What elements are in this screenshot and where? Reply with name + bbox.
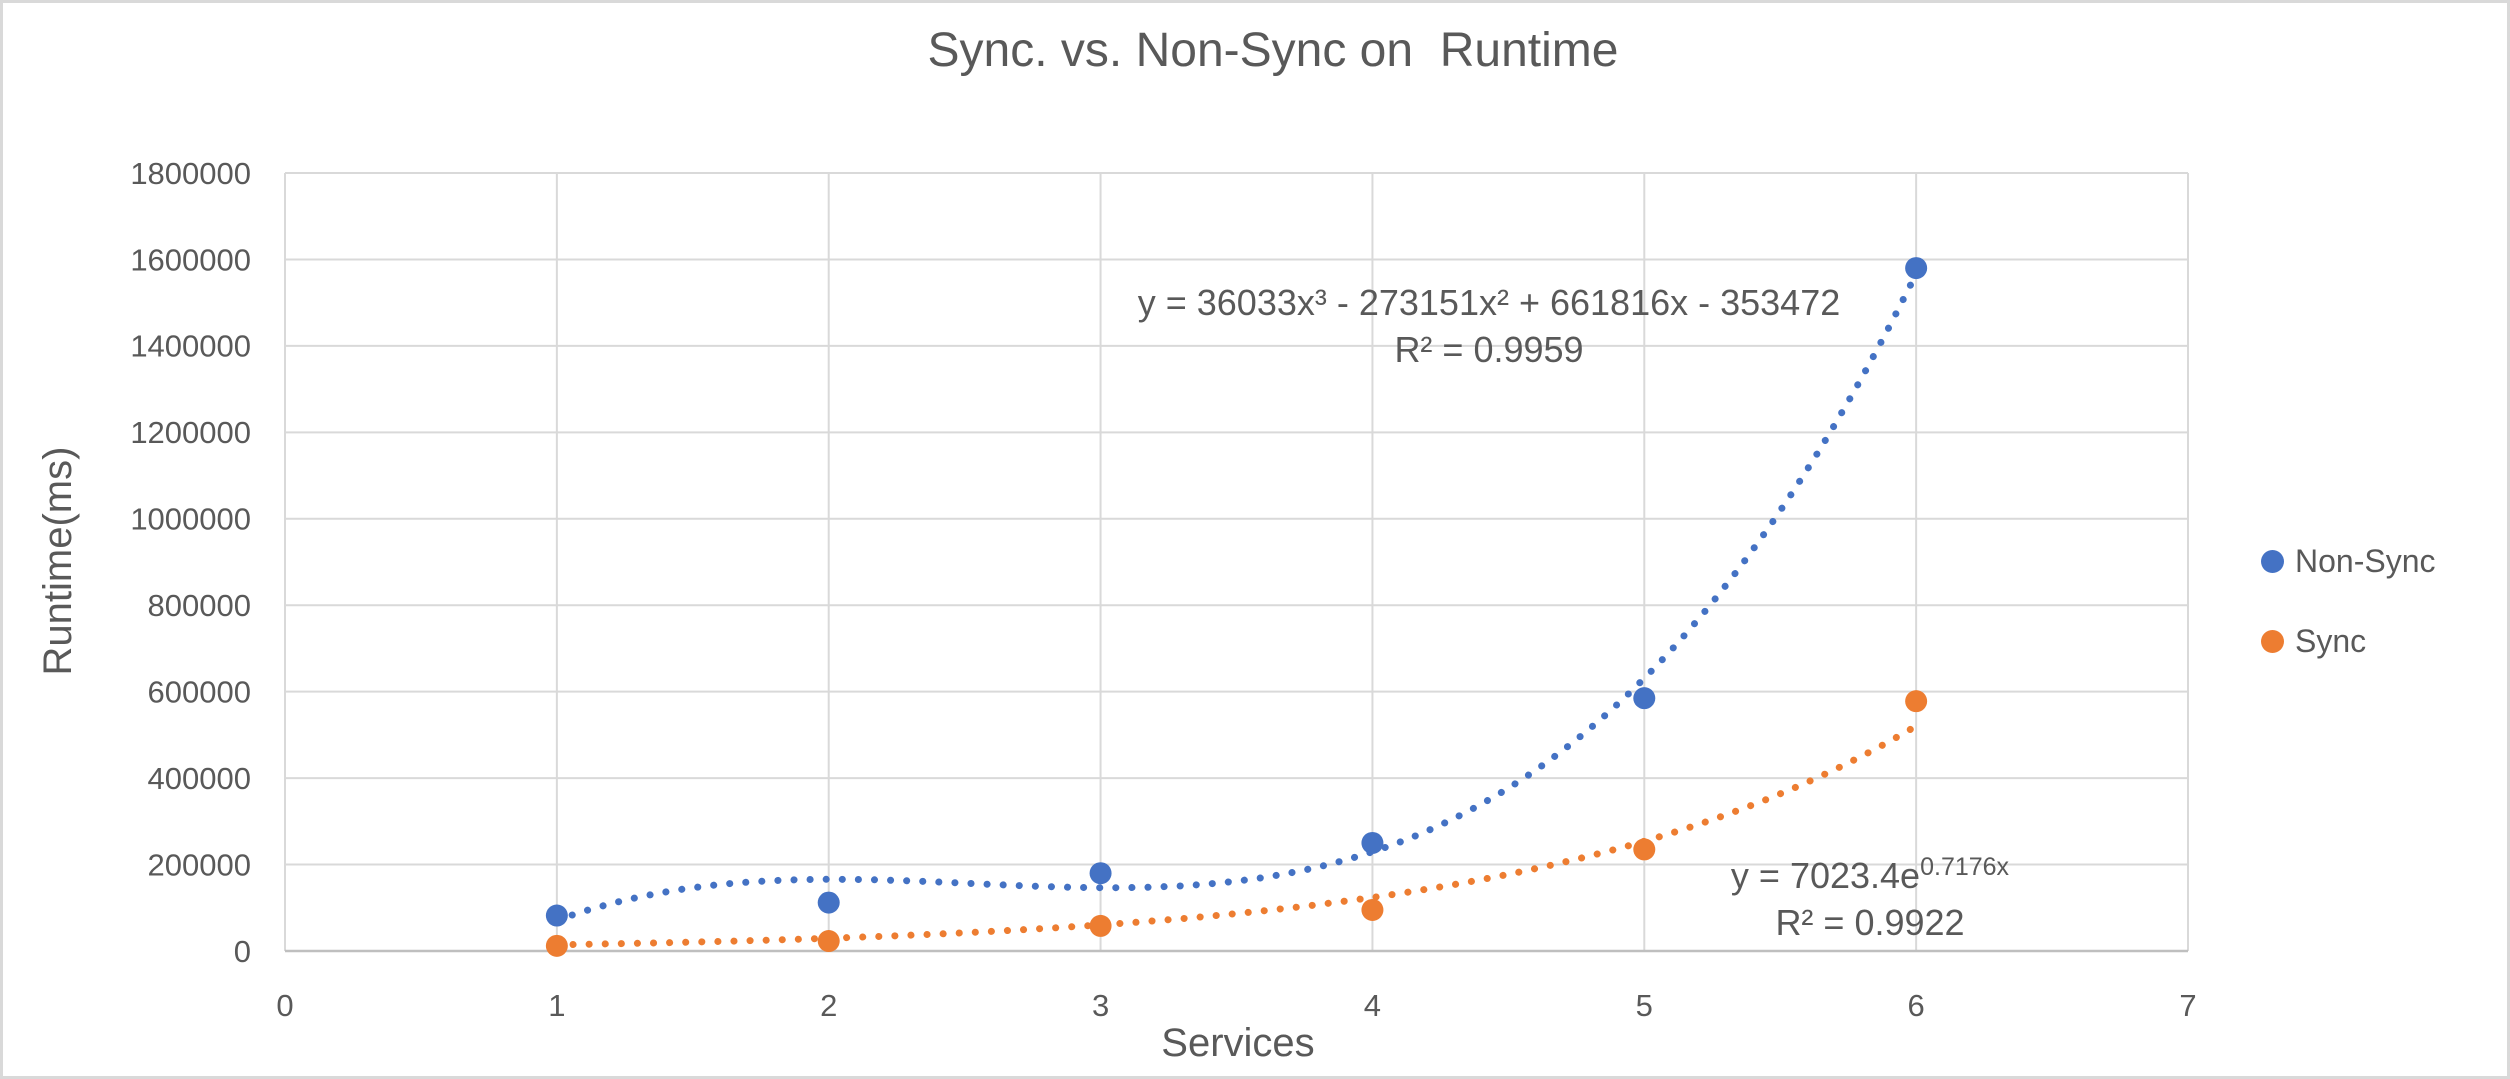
sync-trendline-equation: y = 7023.4e0.7176x [1730,853,2010,897]
legend-label-sync: Sync [2295,622,2367,659]
y-axis-tick-label: 400000 [148,761,251,796]
non-sync-data-point [817,891,840,914]
plot-area: 0 200000 400000 600000 800000 1000000 1200000 1… [130,156,2196,1023]
legend-label-non-sync: Non-Sync [2295,542,2436,579]
sync-trendline-r2: R² = 0.9922 [1775,902,1965,943]
x-axis-tick-label: 6 [1908,988,1925,1023]
x-axis-tick-label: 1 [548,988,565,1023]
non-sync-trendline-r2: R² = 0.9959 [1394,329,1584,370]
x-axis-tick-label: 2 [820,988,837,1023]
sync-legend-marker-icon [2261,629,2284,653]
legend-item-non-sync: Non-Sync [2261,537,2436,585]
non-sync-trendline-equation: y = 36033x³ - 273151x² + 661816x - 35347… [1137,282,1841,323]
x-axis-tick-label: 4 [1364,988,1381,1023]
non-sync-data-point [1089,862,1112,885]
y-axis-tick-label: 200000 [148,847,251,882]
x-axis-title: Services [1161,1021,1315,1065]
chart-title: Sync. vs. Non-Sync on Runtime [927,24,1619,77]
y-axis-tick-label: 1200000 [130,415,251,450]
non-sync-legend-marker-icon [2261,549,2284,573]
legend-item-sync: Sync [2261,617,2436,665]
sync-trendline-exponent: 0.7176x [1920,853,2010,881]
non-sync-data-point [1633,687,1656,710]
sync-trendline-label: y = 7023.4e0.7176x R² = 0.9922 [1570,852,2170,946]
sync-data-point [1905,690,1928,713]
x-axis-tick-label: 5 [1636,988,1653,1023]
sync-data-point [545,934,568,957]
sync-trendline [553,722,1920,949]
y-axis-tick-label: 600000 [148,675,251,710]
x-axis-tick-label: 7 [2179,988,2196,1023]
sync-data-point [1633,838,1656,861]
y-axis-tick-label: 0 [234,934,251,969]
y-axis-tick-label: 1000000 [130,502,251,537]
y-axis-title: Runtime(ms) [36,446,80,676]
x-axis-tick-label: 3 [1092,988,1109,1023]
y-axis-tick-label: 1600000 [130,242,251,277]
non-sync-data-point [1361,831,1384,854]
sync-data-point [1361,898,1384,921]
y-axis-tick-label: 1800000 [130,156,251,191]
legend: Non-Sync Sync [2261,537,2436,697]
sync-data-point [1089,914,1112,937]
non-sync-data-point [1905,257,1928,280]
sync-data-point [817,930,840,953]
non-sync-trendline-label: y = 36033x³ - 273151x² + 661816x - 35347… [889,279,2089,373]
non-sync-data-point [545,904,568,927]
x-axis-tick-label: 0 [276,988,293,1023]
y-axis-tick-label: 800000 [148,588,251,623]
y-axis-tick-label: 1400000 [130,329,251,364]
